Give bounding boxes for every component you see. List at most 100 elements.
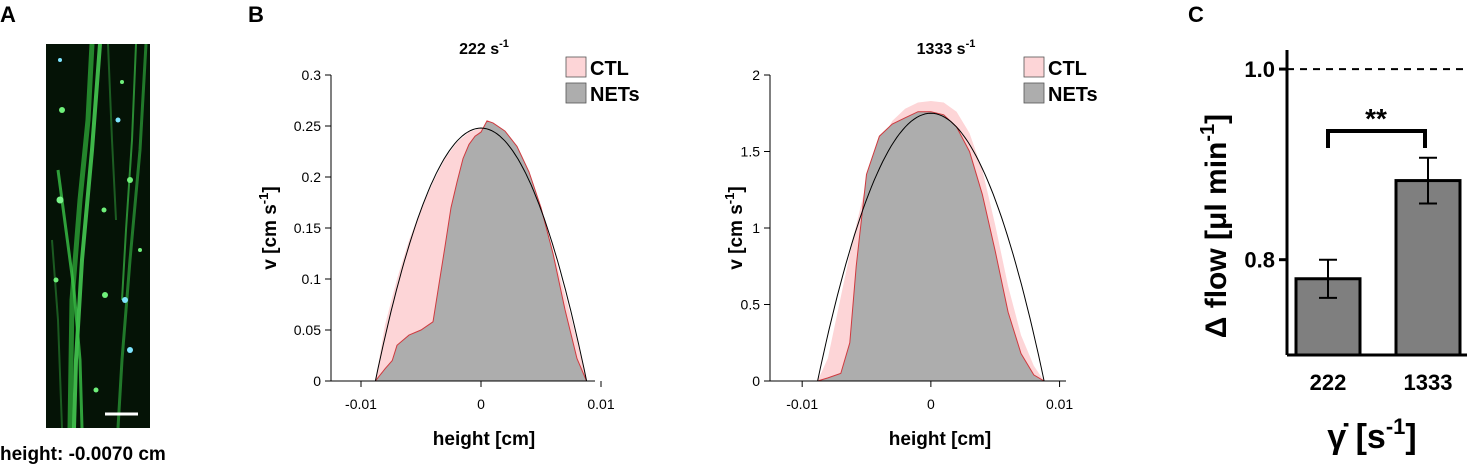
velocity-plot-222: 222 s-1 00.050.10.150.20.250.3-0.01 0 0.01… — [256, 38, 640, 450]
cell — [102, 292, 108, 298]
y-tick-label: 1 — [752, 220, 760, 236]
fiber — [56, 169, 84, 428]
y-tick-label: 2 — [752, 67, 760, 83]
x-axis-label: γ̇ [s-1] — [1327, 414, 1416, 456]
fiber — [72, 44, 102, 428]
y-tick-label: 1.5 — [741, 144, 761, 160]
panel-a-letter: A — [0, 2, 16, 27]
title-text: 222 s — [459, 41, 499, 58]
y-label-text: v [cm s — [260, 204, 281, 269]
cell — [59, 107, 65, 113]
y-tick-label: 0.3 — [302, 67, 322, 83]
cell — [115, 117, 121, 123]
bracket-line — [1326, 129, 1427, 148]
micrograph-fibers — [51, 44, 148, 428]
cell — [58, 58, 62, 62]
fiber — [116, 44, 148, 428]
plot-title: 222 s-1 — [459, 38, 509, 58]
y-tick-label: 0.2 — [302, 169, 322, 185]
x-axis-label: height [cm] — [433, 429, 535, 450]
y-label-exponent: -1 — [256, 193, 271, 205]
axes: 0 0.5 1 1.5 2 -0.01 0 0.01 — [741, 67, 1074, 412]
cell — [101, 207, 107, 213]
fiber — [67, 44, 95, 428]
legend-label-nets: NETs — [1048, 84, 1098, 106]
x-tick-label: -0.01 — [786, 396, 818, 412]
x-axis-label: height [cm] — [889, 429, 991, 450]
y-label-exponent: -1 — [722, 193, 737, 205]
legend-swatch-ctl — [1023, 56, 1045, 78]
significance-stars: ** — [1365, 103, 1387, 134]
cell — [120, 80, 124, 84]
title-exponent: -1 — [499, 38, 509, 50]
y-label-text: Δ flow [μl min — [1200, 142, 1233, 339]
x-tick-label: 0.01 — [587, 396, 614, 412]
cell — [122, 297, 128, 303]
significance-bracket: ** — [1326, 103, 1427, 148]
y-axis-label: v [cm s-1] — [256, 186, 281, 269]
y-axis-label: v [cm s-1] — [722, 186, 747, 269]
x-tick-label: 222 — [1310, 370, 1347, 395]
legend: CTL NETs — [1023, 56, 1098, 106]
fiber — [107, 44, 117, 221]
nets-area — [374, 120, 588, 382]
y-label-exponent: -1 — [1197, 124, 1219, 142]
y-label-close: ] — [260, 186, 281, 192]
y-tick-label: 0.15 — [294, 220, 321, 236]
cell — [53, 277, 59, 283]
cell — [127, 347, 133, 353]
y-tick-label: 0.8 — [1244, 248, 1275, 273]
cell — [127, 177, 133, 183]
y-label-close: ] — [726, 186, 747, 192]
x-tick-label: 0.01 — [1046, 396, 1073, 412]
y-tick-label: 0.05 — [294, 322, 321, 338]
micrograph — [46, 44, 150, 428]
micrograph-caption: height: -0.0070 cm — [0, 444, 166, 465]
parabolic-fit — [817, 112, 1045, 382]
panel-c-letter: C — [1188, 2, 1204, 27]
axes: 0 0.05 0.1 0.15 0.2 0.25 0.3 -0.01 0 0.01 — [294, 67, 615, 412]
fiber — [121, 44, 137, 301]
title-text: 1333 s — [917, 41, 966, 58]
y-tick-label: 0 — [752, 373, 760, 389]
plot-title: 1333 s-1 — [917, 38, 976, 58]
velocity-plot-1333: 1333 s-1 00.511.52-0.01 0 0.01 CTL NETs he… — [722, 38, 1098, 450]
y-tick-label: 0.25 — [294, 118, 321, 134]
cell — [93, 387, 99, 393]
x-tick-label: 0 — [927, 396, 935, 412]
fit-curve — [817, 112, 1045, 382]
fit-curve — [374, 127, 588, 382]
legend-label-ctl: CTL — [1048, 58, 1087, 80]
y-label-text: v [cm s — [726, 204, 747, 269]
bar — [1394, 179, 1462, 357]
y-tick-label: 0.5 — [741, 297, 761, 313]
legend-swatch-nets — [565, 82, 587, 104]
title-exponent: -1 — [966, 38, 976, 50]
x-label-exponent: -1 — [1386, 414, 1406, 439]
legend-swatch-ctl — [565, 56, 587, 78]
x-tick-label: 0 — [477, 396, 485, 412]
panel-b-letter: B — [248, 2, 264, 27]
y-axis-label: Δ flow [μl min-1] — [1197, 114, 1233, 338]
x-label-text: γ̇ [s — [1327, 418, 1386, 456]
legend-label-ctl: CTL — [590, 58, 629, 80]
cell — [138, 248, 142, 252]
y-tick-label: 0 — [313, 373, 321, 389]
legend-label-nets: NETs — [590, 84, 640, 106]
legend: CTL NETs — [565, 56, 640, 106]
fiber — [51, 239, 63, 428]
y-tick-label: 1.0 — [1244, 57, 1275, 82]
y-tick-label: 0.1 — [302, 271, 322, 287]
x-tick-label: 1333 — [1404, 370, 1453, 395]
nets-series — [374, 120, 588, 382]
bars — [1294, 156, 1462, 357]
cell — [56, 196, 64, 204]
parabolic-fit — [374, 127, 588, 382]
y-label-close: ] — [1200, 114, 1233, 124]
x-label-close: ] — [1405, 418, 1416, 456]
axes: 222 1333 0.8 1.0 — [1244, 50, 1467, 395]
legend-swatch-nets — [1023, 82, 1045, 104]
x-tick-label: -0.01 — [345, 396, 377, 412]
